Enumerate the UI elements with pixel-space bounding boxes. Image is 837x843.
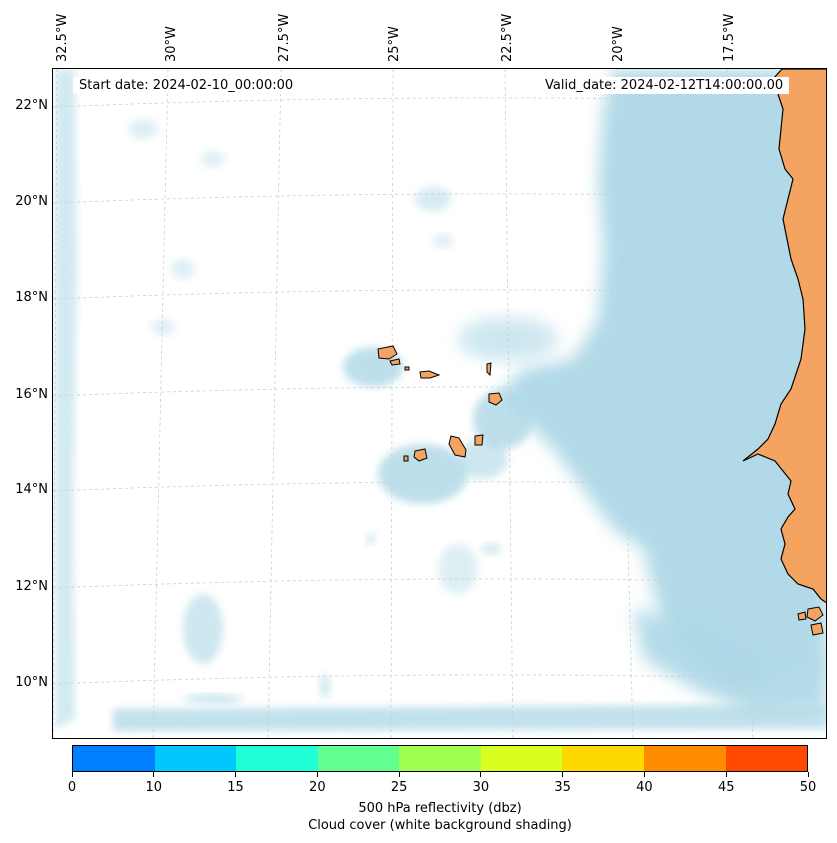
- cloud-region: [151, 319, 175, 335]
- lon-label: 32.5°W: [55, 13, 70, 62]
- colorbar-segment: [73, 746, 155, 771]
- cloud-region: [183, 594, 223, 664]
- island-brava: [403, 455, 409, 462]
- map-panel: [52, 68, 827, 739]
- map-canvas: [53, 69, 826, 738]
- lon-label: 22.5°W: [500, 13, 515, 62]
- cloud-region: [55, 69, 77, 729]
- island: [806, 606, 824, 622]
- colorbar-tick-mark: [316, 772, 318, 777]
- cloud-region: [433, 234, 453, 248]
- cloud-region: [171, 259, 195, 279]
- lat-label: 16°N: [15, 387, 48, 402]
- meridian-line: [504, 69, 514, 738]
- lon-label: 30°W: [164, 26, 179, 62]
- colorbar-tick-mark: [725, 772, 727, 777]
- island-santo-antao: [377, 345, 398, 360]
- colorbar-segment: [236, 746, 318, 771]
- lon-label: 25°W: [387, 26, 402, 62]
- meridian-line: [152, 69, 169, 738]
- colorbar-tick-label: 15: [227, 780, 244, 795]
- colorbar-tick-mark: [643, 772, 645, 777]
- island-maio: [474, 434, 484, 446]
- island: [797, 611, 807, 621]
- lat-label: 18°N: [15, 290, 48, 305]
- cloud-region: [183, 694, 243, 704]
- meridian-line: [53, 69, 58, 738]
- colorbar-segment: [480, 746, 563, 771]
- colorbar-label-cloud-cover: Cloud cover (white background shading): [308, 818, 572, 833]
- cloud-region: [378, 444, 468, 504]
- lat-label: 12°N: [15, 579, 48, 594]
- colorbar-tick-mark: [807, 772, 809, 777]
- start-date-label: Start date: 2024-02-10_00:00:00: [73, 77, 300, 94]
- island-sao-vicente: [389, 358, 401, 366]
- colorbar-tick-label: 40: [636, 780, 653, 795]
- island: [810, 622, 824, 636]
- cloud-region: [319, 674, 331, 698]
- lat-label: 22°N: [15, 98, 48, 113]
- meridian-line: [726, 69, 754, 738]
- africa-coastline: [742, 69, 826, 604]
- cloud-region: [503, 69, 826, 689]
- cloud-region: [481, 543, 501, 555]
- cloud-region: [458, 439, 508, 479]
- colorbar-tick-mark: [480, 772, 482, 777]
- cloud-region: [633, 609, 826, 714]
- cape-verde-islands: [377, 345, 503, 462]
- island-fogo: [413, 448, 428, 462]
- cloud-region: [113, 704, 826, 731]
- lat-label: 14°N: [15, 482, 48, 497]
- colorbar-tick-mark: [398, 772, 400, 777]
- cloud-region: [366, 533, 376, 545]
- island-santa-luzia: [404, 366, 410, 371]
- lat-label: 20°N: [15, 194, 48, 209]
- colorbar-tick-mark: [235, 772, 237, 777]
- colorbar-tick-mark: [71, 772, 73, 777]
- colorbar-segment: [317, 746, 400, 771]
- colorbar-segment: [562, 746, 644, 771]
- meridian-line: [267, 69, 282, 738]
- colorbar-tick-label: 10: [145, 780, 163, 795]
- colorbar-tick-label: 50: [799, 780, 817, 795]
- colorbar-tick-label: 20: [309, 780, 326, 795]
- colorbar-tick-label: 35: [554, 780, 571, 795]
- colorbar-tick-label: 45: [717, 780, 735, 795]
- colorbar-segment: [399, 746, 481, 771]
- island-santiago: [448, 435, 467, 458]
- cloud-region: [473, 389, 533, 449]
- colorbar-tick-label: 30: [472, 780, 490, 795]
- island-boa-vista: [488, 392, 503, 406]
- cloud-region: [415, 187, 451, 211]
- colorbar-tick-mark: [153, 772, 155, 777]
- island-sal: [486, 362, 492, 377]
- lon-label: 27.5°W: [277, 13, 292, 62]
- graticule-lines: [53, 69, 826, 738]
- lat-label: 10°N: [15, 675, 48, 690]
- colorbar-segment: [154, 746, 237, 771]
- valid-date-label: Valid_date: 2024-02-12T14:00:00.00: [539, 77, 790, 94]
- colorbar-tick-mark: [562, 772, 564, 777]
- meridian-line: [615, 69, 634, 738]
- colorbar-segment: [643, 746, 726, 771]
- lon-label: 20°W: [611, 26, 626, 62]
- colorbar-label-reflectivity: 500 hPa reflectivity (dbz): [358, 801, 522, 816]
- cloud-region: [128, 119, 158, 139]
- cloud-cover-shading: [55, 69, 826, 731]
- colorbar-tick-label: 25: [390, 780, 408, 795]
- cloud-region: [438, 544, 478, 594]
- cloud-region: [201, 151, 225, 167]
- colorbar-segment: [725, 746, 808, 771]
- colorbar-tick-label: 0: [67, 780, 77, 795]
- reflectivity-colorbar: [72, 745, 808, 772]
- meridian-line: [390, 69, 394, 738]
- lon-label: 17.5°W: [722, 13, 737, 62]
- island-sao-nicolau: [419, 370, 441, 379]
